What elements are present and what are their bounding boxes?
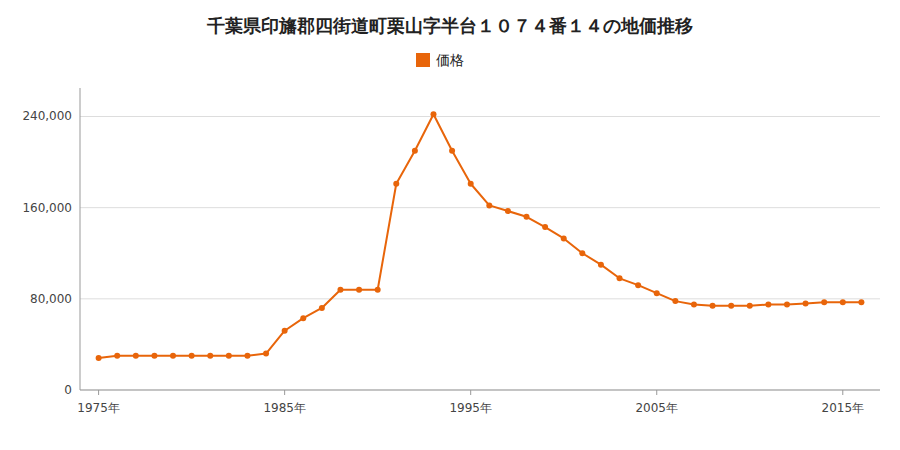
y-axis: 0 80,000 160,000 240,000	[22, 88, 80, 397]
point	[263, 351, 269, 357]
point	[617, 275, 623, 281]
chart: 千葉県印旛郡四街道町栗山字半台１０７４番１４の地価推移 0 80,000 160,00…	[0, 0, 900, 450]
point	[151, 353, 157, 359]
y-tick-label: 160,000	[22, 201, 72, 215]
x-tick-label: 1995年	[449, 401, 492, 415]
grid-line	[80, 207, 880, 208]
x-tick-label: 2005年	[635, 401, 678, 415]
point	[747, 303, 753, 309]
grid-line	[80, 298, 880, 299]
x-tick	[842, 390, 843, 395]
point	[765, 302, 771, 308]
grid-line	[80, 390, 880, 391]
point	[803, 300, 809, 306]
point	[356, 287, 362, 293]
point	[170, 353, 176, 359]
point	[858, 299, 864, 305]
point	[542, 224, 548, 230]
point	[189, 353, 195, 359]
x-axis: 1975年 1985年 1995年 2005年 2015年	[77, 390, 880, 415]
point	[133, 353, 139, 359]
point	[691, 302, 697, 308]
point	[300, 315, 306, 321]
y-axis-line	[80, 88, 81, 390]
point	[635, 282, 641, 288]
point	[96, 355, 102, 361]
point	[114, 353, 120, 359]
grid-line	[80, 116, 880, 117]
y-tick-label: 240,000	[22, 109, 72, 123]
point	[654, 290, 660, 296]
legend-swatch	[416, 53, 430, 67]
point	[524, 214, 530, 220]
point	[710, 303, 716, 309]
point	[430, 111, 436, 117]
x-tick	[470, 390, 471, 395]
point	[672, 298, 678, 304]
legend: 価格	[416, 52, 464, 68]
x-tick	[284, 390, 285, 395]
point	[728, 303, 734, 309]
point	[579, 250, 585, 256]
y-tick-label: 80,000	[30, 292, 72, 306]
point	[486, 202, 492, 208]
point	[375, 287, 381, 293]
x-axis-line	[80, 390, 880, 391]
point	[226, 353, 232, 359]
point	[244, 353, 250, 359]
point	[393, 181, 399, 187]
x-tick-label: 1975年	[77, 401, 120, 415]
legend-label: 価格	[436, 52, 464, 68]
point	[337, 287, 343, 293]
x-tick-label: 1985年	[263, 401, 306, 415]
x-tick	[98, 390, 99, 395]
point	[449, 148, 455, 154]
point	[821, 299, 827, 305]
plot-area	[96, 111, 865, 361]
x-tick-label: 2015年	[822, 401, 865, 415]
y-tick-label: 0	[64, 383, 72, 397]
point	[840, 299, 846, 305]
point	[784, 302, 790, 308]
x-tick	[656, 390, 657, 395]
y-grid	[80, 116, 880, 390]
point	[468, 181, 474, 187]
point	[561, 235, 567, 241]
point	[319, 305, 325, 311]
point	[282, 328, 288, 334]
series-line	[99, 114, 862, 358]
point	[412, 148, 418, 154]
point	[207, 353, 213, 359]
title: 千葉県印旛郡四街道町栗山字半台１０７４番１４の地価推移	[206, 15, 693, 36]
point	[598, 262, 604, 268]
point	[505, 208, 511, 214]
